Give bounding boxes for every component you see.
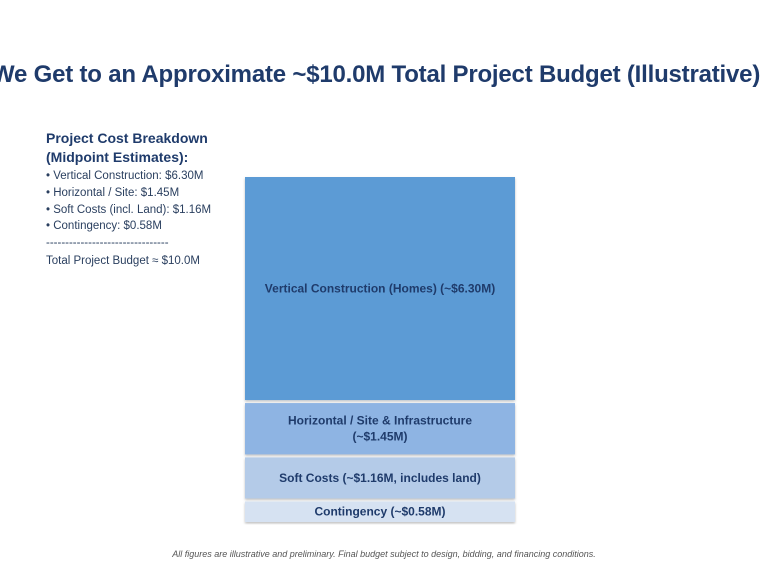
breakdown-item-horizontal: • Horizontal / Site: $1.45M [46, 186, 180, 199]
segment-label-contingency: Contingency (~$0.58M) [314, 505, 445, 519]
slide-title: We Get to an Approximate ~$10.0M Total P… [0, 61, 761, 88]
breakdown-item-contingency: • Contingency: $0.58M [46, 220, 162, 233]
segment-soft-costs [245, 457, 515, 499]
segment-vertical-construction [245, 177, 515, 401]
segment-label-soft-costs: Soft Costs (~$1.16M, includes land) [279, 471, 481, 485]
segment-label-vertical-construction: Vertical Construction (Homes) (~$6.30M) [265, 282, 495, 296]
breakdown-list: • Vertical Construction: $6.30M • Horizo… [46, 168, 231, 270]
breakdown-heading: Project Cost Breakdown (Midpoint Estimat… [46, 130, 208, 165]
breakdown-item-vertical: • Vertical Construction: $6.30M [46, 170, 204, 182]
cost-breakdown-panel: Project Cost Breakdown (Midpoint Estimat… [46, 129, 231, 270]
breakdown-item-soft-costs: • Soft Costs (incl. Land): $1.16M [46, 203, 212, 216]
breakdown-divider: -------------------------------- [46, 237, 169, 250]
segment-label-horizontal-site: Horizontal / Site & Infrastructure (~$1.4… [288, 414, 472, 444]
segment-contingency [245, 501, 515, 522]
footnote: All figures are illustrative and prelimi… [172, 549, 596, 559]
segment-horizontal-site [245, 403, 515, 455]
breakdown-total: Total Project Budget ≈ $10.0M [46, 254, 200, 267]
